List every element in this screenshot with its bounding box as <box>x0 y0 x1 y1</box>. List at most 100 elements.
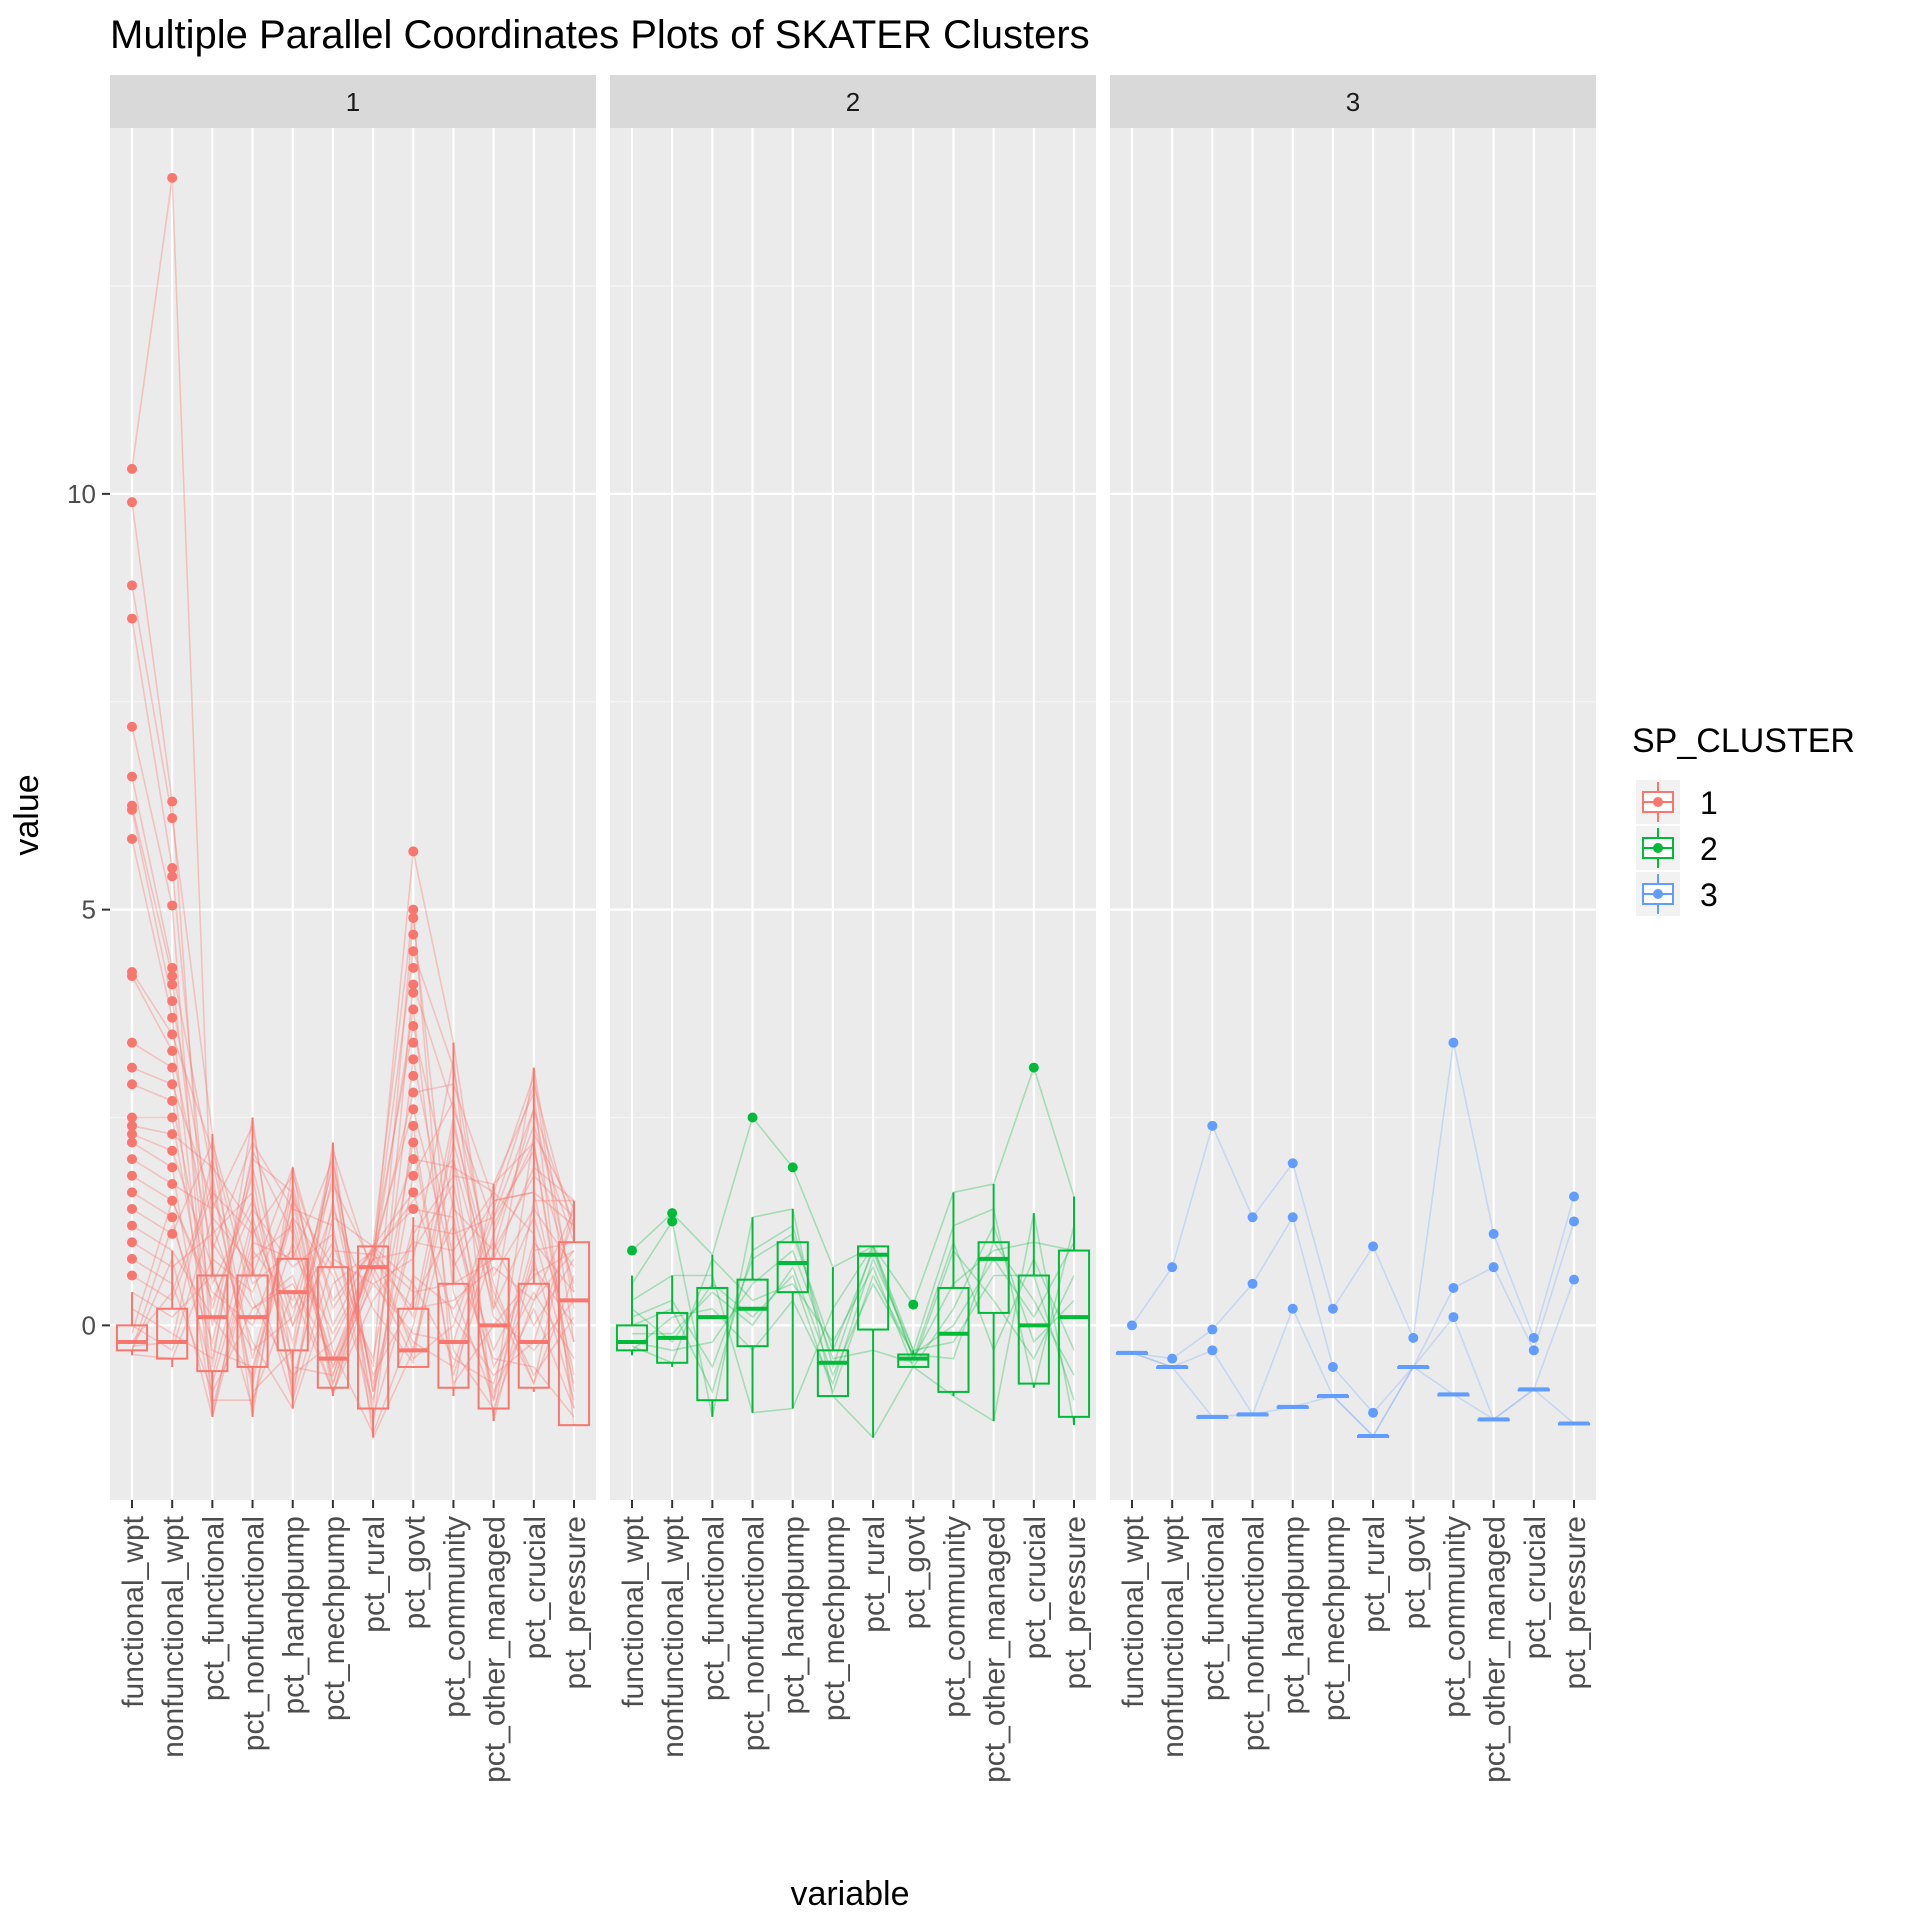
outlier-point <box>167 1079 178 1090</box>
profile-line <box>131 805 575 1411</box>
x-axis-title: variable <box>790 1875 909 1913</box>
profile-line <box>131 1123 575 1409</box>
box-body <box>477 1257 510 1410</box>
panel-background <box>610 128 1096 1500</box>
x-tick-label: nonfunctional_wpt <box>157 1515 190 1758</box>
profile-line <box>631 1232 1075 1369</box>
profile-line <box>131 1198 575 1378</box>
facet-panel-2: 2 functional_wpt nonfunctional_wpt pct_func… <box>610 75 1096 1783</box>
x-tick-label: pct_govt <box>1398 1515 1431 1629</box>
x-tick-label: pct_mechpump <box>1318 1516 1351 1721</box>
x-axis-ticks: functional_wpt nonfunctional_wpt pct_funct… <box>617 1500 1092 1783</box>
profile-lines <box>131 177 575 1441</box>
outlier-point <box>127 971 137 982</box>
outlier-point <box>167 1145 178 1156</box>
outlier-point <box>127 1154 137 1165</box>
box-body <box>557 1241 591 1427</box>
profile-lines <box>1131 1042 1575 1438</box>
facet-panel-1: 1 functional_wpt nonfunctional_wpt pct_func… <box>110 75 596 1783</box>
facet-strip-label: 1 <box>346 87 360 117</box>
chart-title: Multiple Parallel Coordinates Plots of S… <box>110 13 1090 57</box>
outlier-point <box>167 1045 178 1056</box>
x-tick-label: functional_wpt <box>617 1515 650 1707</box>
profile-line <box>131 618 575 1403</box>
outlier-point <box>127 1062 137 1073</box>
facet-strip <box>610 75 1096 128</box>
box-body <box>196 1274 229 1373</box>
profile-line <box>131 1167 575 1418</box>
x-tick-label: pct_mechpump <box>818 1516 851 1721</box>
outlier-point <box>127 1037 137 1048</box>
x-tick-label: pct_rural <box>1358 1516 1391 1633</box>
outlier-point <box>1287 1212 1298 1223</box>
outlier-point <box>167 900 178 911</box>
x-tick-label: pct_functional <box>197 1516 230 1701</box>
box-body <box>857 1245 890 1331</box>
outlier-point <box>127 497 137 508</box>
outlier-point <box>127 1170 137 1181</box>
outlier-point <box>167 1062 178 1073</box>
outlier-point <box>408 1120 419 1131</box>
outlier-point <box>127 804 137 815</box>
outlier-point <box>408 1037 419 1048</box>
box-body <box>156 1307 189 1360</box>
x-tick-label: nonfunctional_wpt <box>1157 1515 1190 1758</box>
profile-line <box>131 585 575 1426</box>
outlier-point <box>408 1054 419 1065</box>
x-tick-label: pct_other_managed <box>979 1516 1012 1783</box>
outlier-point <box>787 1162 798 1173</box>
outlier-point <box>408 1070 419 1081</box>
panel-background <box>1110 128 1596 1500</box>
legend-key-2: 2 <box>1636 826 1718 870</box>
outlier-point <box>1207 1120 1218 1131</box>
outlier-point <box>1368 1241 1379 1252</box>
box-body <box>937 1286 970 1393</box>
x-tick-label: functional_wpt <box>117 1515 150 1707</box>
box-body <box>115 1324 149 1352</box>
outlier-point <box>408 962 419 973</box>
outlier-point <box>127 1253 137 1264</box>
profile-line <box>131 1140 575 1370</box>
x-tick-label: pct_nonfunctional <box>738 1516 771 1751</box>
profile-line <box>631 1224 1075 1395</box>
profile-line <box>131 1123 575 1409</box>
profile-line <box>631 1207 1075 1414</box>
outlier-point <box>1368 1407 1379 1418</box>
outlier-point <box>167 962 178 973</box>
outlier-point <box>408 846 419 857</box>
outlier-points <box>1127 1037 1579 1418</box>
outlier-point <box>1327 1303 1338 1314</box>
profile-line <box>131 1142 575 1378</box>
y-axis: 0 5 10 <box>67 479 110 1340</box>
profile-line <box>131 776 575 1409</box>
x-tick-label: pct_pressure <box>1559 1516 1592 1689</box>
outlier-point <box>167 1162 178 1173</box>
facet-strip-label: 2 <box>846 87 860 117</box>
outlier-point <box>1287 1158 1298 1169</box>
profile-line <box>131 1125 575 1328</box>
outlier-point <box>408 946 419 957</box>
outlier-point <box>1488 1262 1499 1273</box>
profile-line <box>131 726 575 1418</box>
x-tick-label: pct_mechpump <box>318 1516 351 1721</box>
x-tick-label: pct_handpump <box>278 1516 311 1715</box>
outlier-point <box>408 1021 419 1032</box>
outlier-point <box>167 863 178 874</box>
outlier-point <box>167 979 178 990</box>
outlier-points <box>627 1062 1039 1310</box>
outlier-point <box>127 1187 137 1198</box>
box-body <box>437 1282 470 1389</box>
box-body <box>696 1286 729 1402</box>
outlier-point <box>1448 1282 1459 1293</box>
outlier-point <box>127 771 137 782</box>
x-tick-label: pct_pressure <box>559 1516 592 1689</box>
box-body <box>236 1274 269 1368</box>
profile-line <box>131 1191 575 1395</box>
profile-line <box>131 1106 575 1404</box>
facet-strip <box>110 75 596 128</box>
legend-key-point <box>1653 843 1663 853</box>
outlier-point <box>167 1212 178 1223</box>
outlier-point <box>408 987 419 998</box>
outlier-point <box>1287 1303 1298 1314</box>
legend-key-3: 3 <box>1636 872 1718 916</box>
